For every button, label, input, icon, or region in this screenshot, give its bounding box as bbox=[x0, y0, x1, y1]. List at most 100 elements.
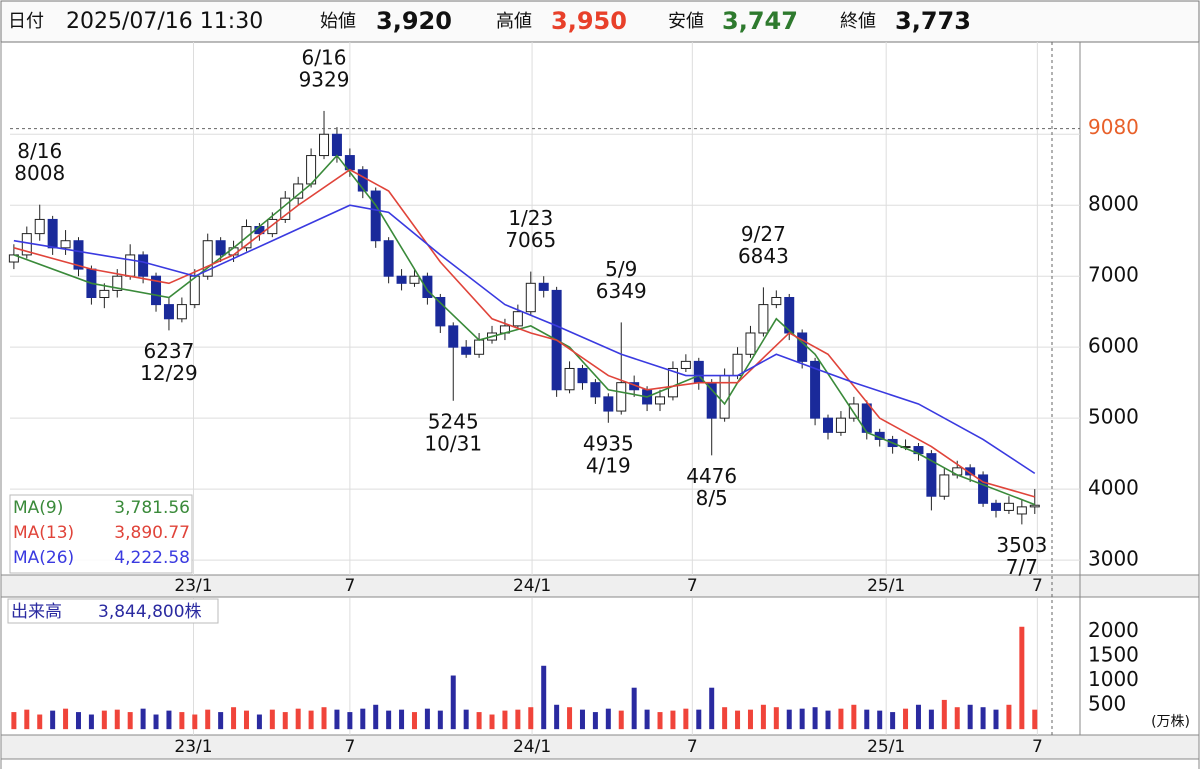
candle-body bbox=[1016, 506, 1027, 515]
x-tick-label: 7 bbox=[344, 576, 355, 596]
candle-body bbox=[163, 304, 174, 320]
volume-bar bbox=[515, 709, 521, 730]
volume-bar bbox=[993, 709, 999, 730]
candle-body bbox=[590, 382, 601, 398]
legend-name: MA(9) bbox=[13, 498, 63, 518]
x-tick-label: 7 bbox=[344, 737, 355, 757]
x-tick-label: 7 bbox=[1032, 737, 1043, 757]
legend-name: MA(26) bbox=[13, 548, 74, 568]
close-label: 終値 bbox=[840, 11, 876, 32]
x-tick-label: 7 bbox=[1032, 576, 1043, 596]
annotation-date: 12/29 bbox=[140, 361, 198, 385]
candle-body bbox=[758, 304, 769, 334]
volume-bar bbox=[747, 709, 753, 730]
high-label: 高値 bbox=[496, 11, 532, 32]
candle-body bbox=[73, 240, 84, 270]
volume-bar bbox=[980, 707, 986, 730]
volume-bar bbox=[269, 709, 275, 730]
annotation-price: 7065 bbox=[505, 228, 556, 252]
candle-body bbox=[112, 275, 123, 291]
annotation-date: 7/7 bbox=[1006, 555, 1038, 579]
volume-bar bbox=[528, 707, 534, 730]
candle-body bbox=[409, 275, 420, 284]
annotation-date: 10/31 bbox=[424, 431, 482, 455]
volume-bar bbox=[967, 704, 973, 730]
candle-body bbox=[939, 474, 950, 497]
volume-bar bbox=[941, 699, 947, 730]
annotation-price: 6349 bbox=[596, 279, 647, 303]
volume-bar bbox=[399, 709, 405, 730]
volume-bar bbox=[592, 712, 598, 730]
volume-bar bbox=[450, 675, 456, 730]
volume-bar bbox=[373, 704, 379, 730]
legend-value: 4,222.58 bbox=[114, 548, 190, 568]
annotation-date: 4/19 bbox=[586, 453, 631, 477]
candle-body bbox=[991, 502, 1002, 511]
volume-bar bbox=[88, 714, 94, 730]
volume-unit: (万株) bbox=[1151, 714, 1190, 730]
volume-bar bbox=[231, 707, 237, 730]
volume-bar bbox=[63, 708, 69, 730]
candle-body bbox=[60, 240, 71, 249]
legend-value: 3,890.77 bbox=[114, 523, 190, 543]
candle-body bbox=[538, 282, 549, 291]
candle-body bbox=[319, 133, 330, 157]
legend-box bbox=[9, 494, 193, 574]
candle-body bbox=[474, 339, 485, 355]
volume-bar bbox=[554, 704, 560, 730]
volume-bar bbox=[101, 710, 107, 730]
annotation-date: 8/16 bbox=[17, 139, 62, 163]
volume-bar bbox=[877, 710, 883, 730]
x-tick-label: 7 bbox=[687, 737, 698, 757]
volume-bar bbox=[424, 708, 430, 730]
candle-body bbox=[732, 353, 743, 377]
volume-bar bbox=[243, 710, 249, 730]
annotation-price: 3503 bbox=[996, 533, 1047, 557]
candle-body bbox=[176, 304, 187, 320]
volume-title: 出来高 bbox=[11, 602, 62, 622]
volume-bar bbox=[489, 714, 495, 730]
volume-bar bbox=[114, 709, 120, 730]
legend-value: 3,781.56 bbox=[114, 498, 190, 518]
candle-body bbox=[331, 133, 342, 157]
candle-body bbox=[564, 367, 575, 391]
moving-average-line bbox=[13, 168, 1035, 498]
volume-bar bbox=[411, 712, 417, 730]
volume-bar bbox=[631, 687, 637, 730]
volume-bar bbox=[618, 710, 624, 730]
date-label: 日付 bbox=[8, 11, 44, 32]
volume-bar bbox=[851, 704, 857, 730]
candle-body bbox=[771, 296, 782, 306]
low-value: 3,747 bbox=[722, 7, 798, 35]
volume-bar bbox=[463, 709, 469, 730]
annotation-date: 8/5 bbox=[696, 486, 728, 510]
annotation-price: 4476 bbox=[686, 464, 737, 488]
volume-bar bbox=[1032, 709, 1038, 730]
volume-bar bbox=[308, 710, 314, 730]
volume-bar bbox=[24, 709, 30, 730]
x-tick-label: 7 bbox=[687, 576, 698, 596]
candle-body bbox=[667, 367, 678, 398]
candle-body bbox=[422, 275, 433, 298]
volume-bar bbox=[179, 712, 185, 730]
volume-bar bbox=[476, 712, 482, 730]
annotation-price: 6237 bbox=[143, 339, 194, 363]
volume-bar bbox=[890, 712, 896, 730]
volume-bar bbox=[37, 714, 43, 730]
date: 2025/07/16 11:30 bbox=[66, 9, 263, 34]
candle-body bbox=[810, 360, 821, 419]
volume-bar bbox=[773, 707, 779, 730]
candle-body bbox=[706, 382, 717, 419]
crosshair-label: 9080 bbox=[1088, 115, 1139, 139]
volume-bar bbox=[683, 708, 689, 730]
annotation-price: 5245 bbox=[428, 409, 479, 433]
volume-bar bbox=[579, 709, 585, 730]
annotation-date: 5/9 bbox=[605, 257, 637, 281]
candle-body bbox=[215, 240, 226, 256]
volume-bar bbox=[334, 709, 340, 730]
volume-bar bbox=[256, 714, 262, 730]
volume-bar bbox=[153, 714, 159, 730]
candle-body bbox=[370, 190, 381, 242]
price-panel: 300040005000600070008000900023/1724/1725… bbox=[8, 42, 1152, 735]
y-tick-label: 4000 bbox=[1088, 476, 1139, 500]
